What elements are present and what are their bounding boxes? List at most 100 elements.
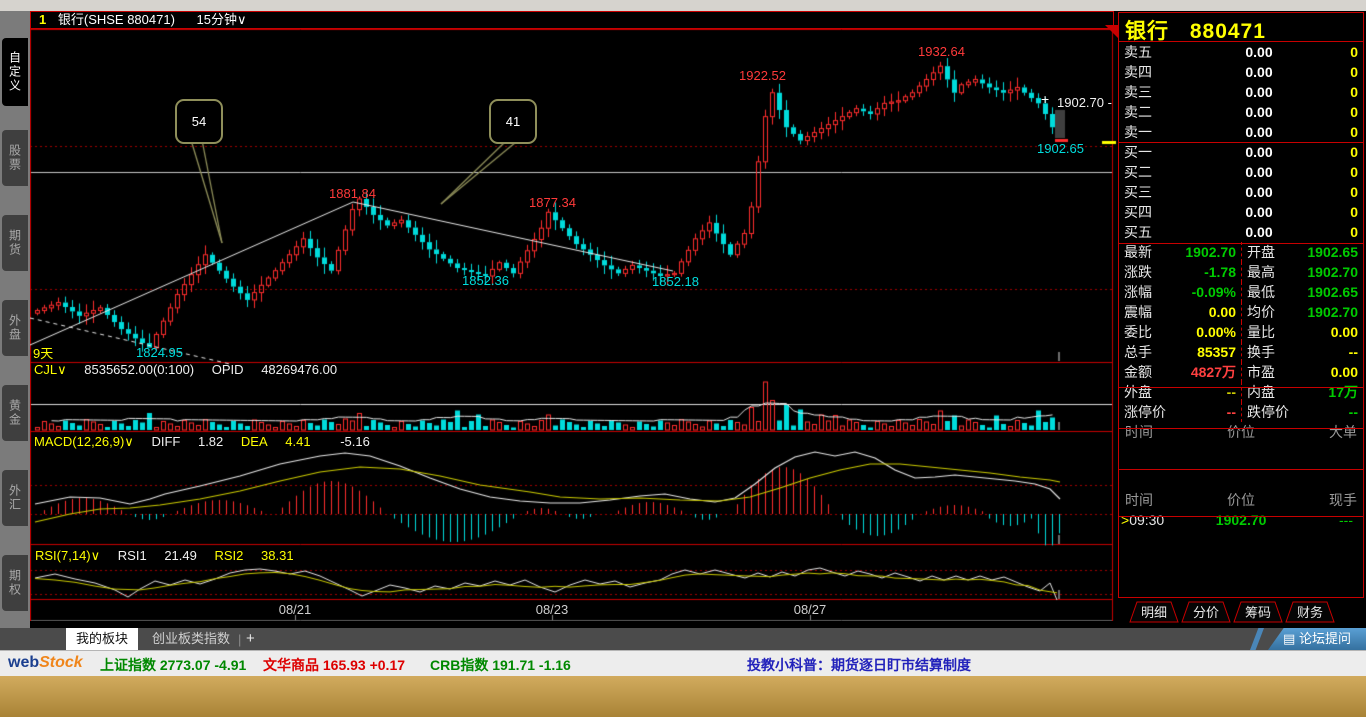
rsi1-label: RSI1 [117,548,147,563]
status-bar: webStock 上证指数 2773.07 -4.91 文华商品 165.93 +… [0,650,1366,676]
sidebar-item-3[interactable]: 期货 [2,215,28,271]
sidebar-item-5[interactable]: 黄金 [2,385,28,441]
rsi-dropdown[interactable]: RSI(7,14)∨ [35,548,101,563]
stat-row-4: 震幅 0.00 均价 1902.70 [1119,302,1363,322]
rsi-indicator-row[interactable]: RSI(7,14)∨ RSI1 21.49 RSI2 38.31 [35,548,308,564]
symbol-name: 银行 [1125,20,1169,43]
panel-divider [1119,41,1363,42]
board-separator: | [238,632,242,647]
diff-value: 1.82 [197,434,224,449]
stat-row-5: 委比 0.00% 量比 0.00 [1119,322,1363,342]
sidebar-item-7[interactable]: 期权 [2,555,28,611]
chart-tab-title: 银行(SHSE 880471) [57,12,175,27]
chart-callout-54[interactable]: 54 [175,99,223,144]
forum-slash-decoration [1250,628,1264,650]
index-quote-3: CRB指数 191.71 -1.16 [430,657,571,673]
market-sidebar: 自定义股票期货外盘黄金外汇期权 [0,11,30,628]
chart-callout-41[interactable]: 41 [489,99,537,144]
bigorder-table-header: 时间 价位 大单 [1125,424,1357,440]
period-dropdown[interactable]: 15分钟∨ [196,12,247,27]
quote-panel: 银行 880471 卖五 0.00 0 卖四 0.00 0 卖三 0.00 0 卖二 0.00 0 卖一… [1118,12,1364,598]
bid-row-5[interactable]: 买五 0.00 0 [1124,224,1358,240]
symbol-code: 880471 [1189,20,1266,43]
panel-tab-strip[interactable]: 明细 分价 筹码 财务 [1128,601,1340,624]
ask-row-2[interactable]: 卖四 0.00 0 [1124,64,1358,80]
volume-indicator-row[interactable]: CJL∨ 8535652.00(0:100) OPID 48269476.00 [34,362,351,378]
crosshair-cursor: + [1041,91,1050,107]
sidebar-item-4[interactable]: 外盘 [2,300,28,356]
panel-tab-label[interactable]: 财务 [1297,605,1323,620]
price-annotation: 1902.70 - [1057,95,1112,110]
dea-label: DEA [240,434,268,449]
rsi2-value: 38.31 [261,548,294,563]
ask-row-5[interactable]: 卖一 0.00 0 [1124,124,1358,140]
opid-label: OPID [211,362,244,377]
price-annotation: 1922.52 [739,68,786,83]
education-notice: 投教小科普：期货逐日盯市结算制度 [747,657,971,673]
cjl-value: 8535652.00(0:100) [84,362,195,377]
add-board-button[interactable]: + [246,630,255,647]
webstock-logo: webStock [8,654,83,671]
tick-table-header: 时间 价位 现手 [1125,492,1357,508]
price-annotation: 1932.64 [918,44,965,59]
macd-indicator-row[interactable]: MACD(12,26,9)∨ DIFF 1.82 DEA 4.41 -5.16 [34,434,384,450]
panel-divider [1119,428,1363,429]
windows-taskbar: PS——————秀wh6DAwh8♠ w8w6+ 9:36 2018/8/29 [0,676,1366,717]
bigorder-table-empty [1119,442,1363,490]
price-annotation: 1824.95 [136,345,183,360]
window-top-strip [0,0,1366,11]
bid-row-3[interactable]: 买三 0.00 0 [1124,184,1358,200]
price-annotation: 1881.84 [329,186,376,201]
panel-tab-筹码[interactable] [1233,601,1283,623]
dea-value: 4.41 [285,434,311,449]
panel-divider [1119,243,1363,244]
bid-row-1[interactable]: 买一 0.00 0 [1124,144,1358,160]
stat-row-6: 总手 85357 换手 -- [1119,342,1363,362]
stat-row-1: 最新 1902.70 开盘 1902.65 [1119,242,1363,262]
sidebar-item-1[interactable]: 自定义 [2,38,28,106]
macd-dropdown[interactable]: MACD(12,26,9)∨ [34,434,134,449]
panel-tab-label[interactable]: 明细 [1141,605,1167,620]
panel-tab-财务[interactable] [1285,601,1335,623]
panel-divider [1119,387,1363,388]
sidebar-item-2[interactable]: 股票 [2,130,28,186]
rsi1-value: 21.49 [164,548,197,563]
price-annotation: 1902.65 [1037,141,1084,156]
stat-row-3: 涨幅 -0.09% 最低 1902.65 [1119,282,1363,302]
panel-tab-label[interactable]: 筹码 [1245,605,1271,620]
price-annotation: 1852.18 [652,274,699,289]
bid-row-2[interactable]: 买二 0.00 0 [1124,164,1358,180]
forum-question-button[interactable]: ▤ 论坛提问 [1268,628,1366,650]
stat-row-2: 涨跌 -1.78 最高 1902.70 [1119,262,1363,282]
ask-row-1[interactable]: 卖五 0.00 0 [1124,44,1358,60]
stat-row-7: 金额 4827万 市盈 0.00 [1119,362,1363,382]
x-axis-date: 08/23 [535,602,569,617]
index-quote-1: 上证指数 2773.07 -4.91 [100,657,247,673]
panel-tab-label[interactable]: 分价 [1193,605,1219,620]
price-annotation: 1852.36 [462,273,509,288]
chart-tab-bar[interactable]: 1 银行(SHSE 880471) 15分钟∨ [30,11,1114,29]
panel-corner-triangle [1105,25,1118,38]
ask-row-4[interactable]: 卖二 0.00 0 [1124,104,1358,120]
ask-row-3[interactable]: 卖三 0.00 0 [1124,84,1358,100]
visible-days-label: 9天 [33,346,54,361]
panel-divider [1119,516,1363,517]
diff-label: DIFF [151,434,181,449]
sidebar-item-6[interactable]: 外汇 [2,470,28,526]
board-tab-bar: 我的板块 创业板类指数 | + ▤ 论坛提问 [0,628,1366,650]
extra-stat-row-1: 外盘 -- 内盘 17万 [1119,382,1363,402]
cjl-dropdown[interactable]: CJL∨ [34,362,67,377]
panel-tab-分价[interactable] [1181,601,1231,623]
price-annotation: 1877.34 [529,195,576,210]
chart-tab-index: 1 [39,12,47,27]
bid-row-4[interactable]: 买四 0.00 0 [1124,204,1358,220]
x-axis-date: 08/27 [793,602,827,617]
macd-bar-value: -5.16 [340,434,370,449]
forum-icon: ▤ [1283,631,1296,646]
rsi2-label: RSI2 [214,548,244,563]
panel-tab-明细[interactable] [1129,601,1179,623]
board-tab-1[interactable]: 我的板块 [66,628,139,650]
board-tab-2[interactable]: 创业板类指数 [152,631,231,646]
tick-row[interactable]: >09:30 1902.70 --- [1121,512,1354,528]
